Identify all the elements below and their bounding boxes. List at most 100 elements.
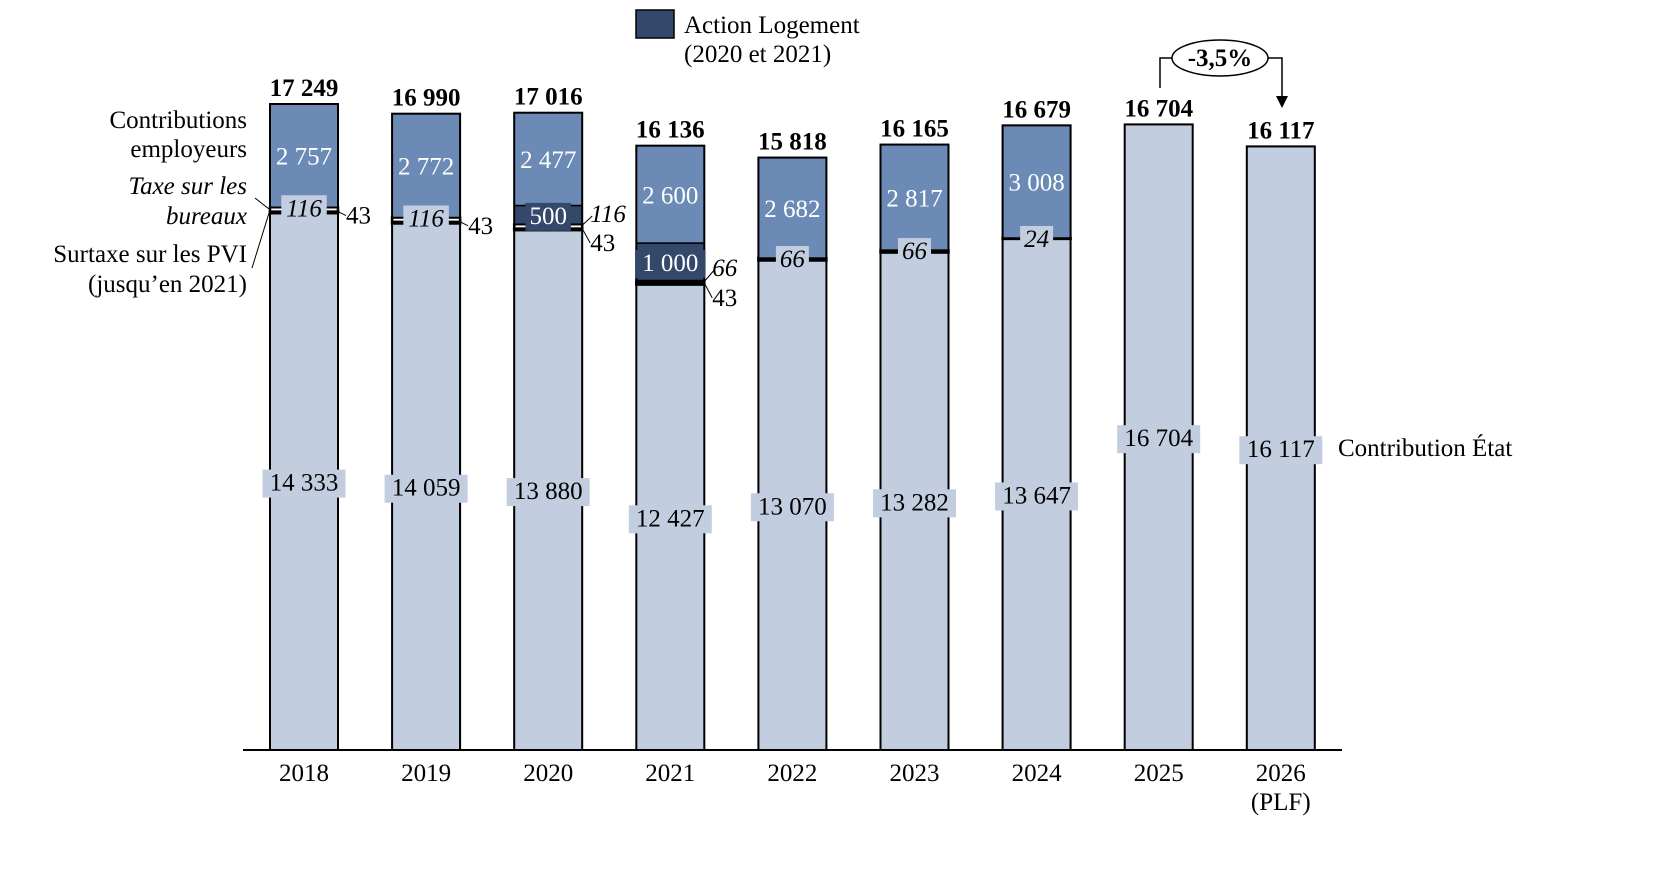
label-etat-2023-text: 13 282 xyxy=(880,489,949,516)
label-etat-2026-text: 16 117 xyxy=(1247,436,1315,463)
total-label-2024: 16 679 xyxy=(1002,96,1071,123)
label-pvi-2020: 43 xyxy=(590,230,615,257)
label-employeurs-2024: 3 008 xyxy=(1008,170,1064,197)
label-etat-2019-text: 14 059 xyxy=(392,475,461,502)
side-label-etat: Contribution État xyxy=(1338,434,1512,462)
leader-bureaux xyxy=(254,197,270,210)
label-bureaux-2019-text: 116 xyxy=(408,206,444,233)
annotation-arrowhead xyxy=(1276,96,1288,108)
label-action-logement-2021-text: 1 000 xyxy=(642,250,698,277)
label-etat-2021-text: 12 427 xyxy=(636,505,705,532)
label-etat-2020-bg xyxy=(506,478,590,507)
x-tick-label-2023: 2023 xyxy=(890,760,940,787)
label-bureaux-2023-bg xyxy=(898,238,931,267)
leader-pvi xyxy=(251,212,270,269)
label-etat-2025-text: 16 704 xyxy=(1124,425,1193,452)
label-employeurs-2020: 2 477 xyxy=(520,147,576,174)
label-employeurs-2024-text: 3 008 xyxy=(1008,170,1064,197)
annotation-ellipse xyxy=(1171,39,1269,77)
label-etat-2026: 16 117 xyxy=(1239,436,1323,465)
total-label-2018: 17 249 xyxy=(270,75,339,102)
label-action-logement-2020: 500 xyxy=(525,202,571,231)
leader-pvi-2020 xyxy=(581,228,591,244)
label-etat-2020-text: 13 880 xyxy=(514,478,583,505)
total-label-2021: 16 136 xyxy=(636,117,705,144)
label-employeurs-2018-text: 2 757 xyxy=(276,144,332,171)
label-employeurs-2019-text: 2 772 xyxy=(398,154,454,181)
label-bureaux-2022: 66 xyxy=(775,246,809,275)
total-label-2023: 16 165 xyxy=(880,116,949,143)
label-bureaux-2020: 116 xyxy=(590,201,626,228)
label-etat-2024-bg xyxy=(995,482,1079,511)
label-pvi-2018: 43 xyxy=(346,203,371,230)
segment-employeurs-2023 xyxy=(879,143,950,251)
label-etat-2022-text: 13 070 xyxy=(758,493,827,520)
label-employeurs-2022: 2 682 xyxy=(764,196,820,223)
leader-bureaux-2021 xyxy=(703,269,715,282)
leader-pvi-2018 xyxy=(337,211,347,217)
label-etat-2018-text: 14 333 xyxy=(270,470,339,497)
label-etat-2024: 13 647 xyxy=(995,482,1079,511)
total-label-2019: 16 990 xyxy=(392,85,461,112)
label-action-logement-2021: 1 000 xyxy=(635,249,706,278)
annotation-text: -3,5% xyxy=(1188,45,1253,72)
label-etat-2025: 16 704 xyxy=(1117,425,1201,454)
label-bureaux-2018-text: 116 xyxy=(286,195,322,222)
label-etat-2022-bg xyxy=(750,493,834,522)
label-etat-2019: 14 059 xyxy=(384,474,468,503)
x-tick-label-2025: 2025 xyxy=(1134,760,1184,787)
legend-label-line2: (2020 et 2021) xyxy=(684,41,831,68)
total-label-2025: 16 704 xyxy=(1124,95,1193,122)
label-employeurs-2022-text: 2 682 xyxy=(764,196,820,223)
label-bureaux-2021: 66 xyxy=(712,255,738,282)
total-label-2026: 16 117 xyxy=(1247,117,1314,144)
label-bureaux-2024-text: 24 xyxy=(1024,226,1049,253)
label-employeurs-2023-text: 2 817 xyxy=(886,185,942,212)
side-label-employeurs-2: employeurs xyxy=(130,136,247,163)
label-etat-2025-bg xyxy=(1117,425,1201,454)
legend-label-line1: Action Logement xyxy=(684,12,860,39)
label-employeurs-2021: 2 600 xyxy=(642,182,698,209)
label-etat-2021-bg xyxy=(628,505,712,534)
x-tick-label-2018: 2018 xyxy=(279,760,329,787)
side-label-pvi-1: Surtaxe sur les PVI xyxy=(53,241,247,268)
x-tick-sublabel-2026: (PLF) xyxy=(1251,789,1311,816)
label-employeurs-2023: 2 817 xyxy=(886,185,942,212)
label-etat-2023: 13 282 xyxy=(873,489,956,518)
label-etat-2018: 14 333 xyxy=(262,469,346,498)
leader-bureaux-2020 xyxy=(581,215,593,226)
x-tick-label-2026: 2026 xyxy=(1256,760,1306,787)
label-employeurs-2019: 2 772 xyxy=(398,154,454,181)
label-employeurs-2021-text: 2 600 xyxy=(642,182,698,209)
side-label-bureaux-2: bureaux xyxy=(166,203,247,230)
label-etat-2018-bg xyxy=(262,469,346,498)
label-bureaux-2018: 116 xyxy=(281,195,327,224)
legend-swatch-action-logement xyxy=(635,9,675,39)
label-bureaux-2023: 66 xyxy=(898,238,931,267)
label-bureaux-2022-bg xyxy=(775,246,809,275)
total-label-2020: 17 016 xyxy=(514,84,583,111)
side-label-pvi-2: (jusqu’en 2021) xyxy=(88,271,247,298)
label-bureaux-2024-bg xyxy=(1020,226,1054,255)
segment-employeurs-2021 xyxy=(635,144,706,244)
leader-pvi-2021 xyxy=(703,282,713,299)
x-tick-label-2019: 2019 xyxy=(401,760,451,787)
label-pvi-2021: 43 xyxy=(712,285,737,312)
label-action-logement-2020-text: 500 xyxy=(529,203,567,230)
leader-pvi-2019 xyxy=(459,221,469,227)
label-etat-2023-bg xyxy=(873,489,956,518)
label-bureaux-2023-text: 66 xyxy=(902,238,928,265)
side-label-bureaux-1: Taxe sur les xyxy=(128,173,247,200)
label-bureaux-2024: 24 xyxy=(1020,226,1054,255)
label-etat-2019-bg xyxy=(384,474,468,503)
x-tick-label-2021: 2021 xyxy=(645,760,695,787)
variation-annotation: -3,5% xyxy=(1159,39,1288,108)
total-label-2022: 15 818 xyxy=(758,129,827,156)
side-label-employeurs-1: Contributions xyxy=(109,107,247,134)
label-etat-2024-text: 13 647 xyxy=(1002,482,1071,509)
x-tick-label-2024: 2024 xyxy=(1012,760,1063,787)
label-etat-2021: 12 427 xyxy=(628,505,712,534)
label-bureaux-2022-text: 66 xyxy=(780,246,806,273)
